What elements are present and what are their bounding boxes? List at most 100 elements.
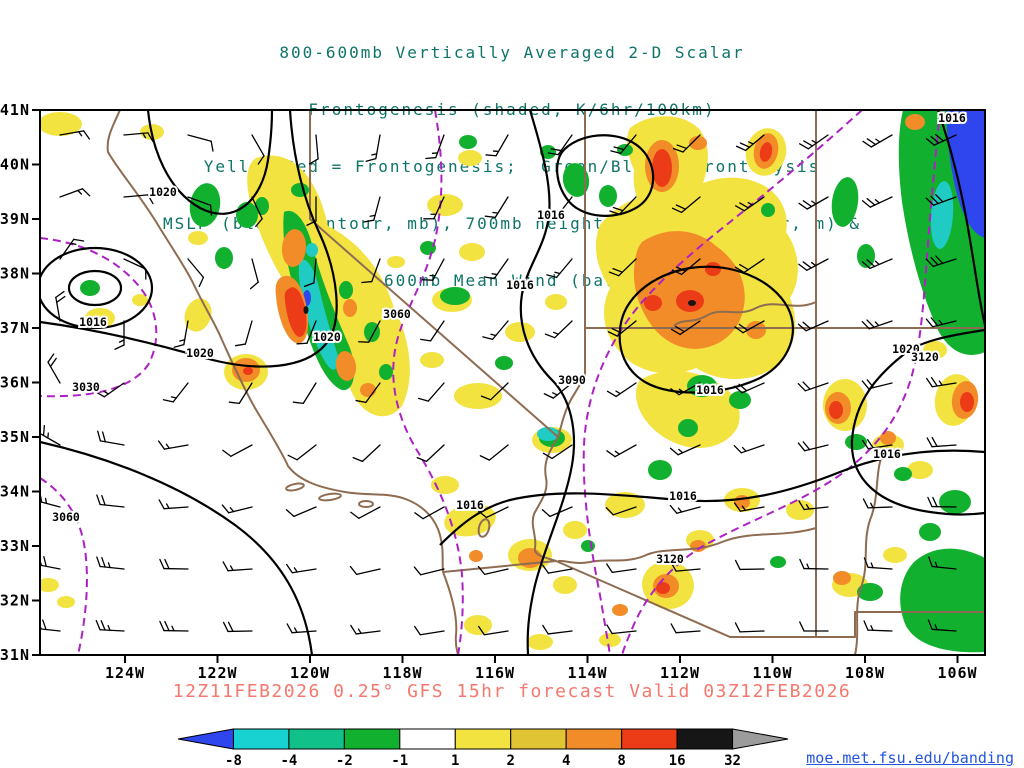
wind-barb-flag [549,209,561,213]
wind-barbs-layer [40,130,957,636]
colorbar-label: -1 [391,753,408,768]
wind-barb [551,444,573,460]
wind-barb-flag [866,439,874,449]
wind-barb [244,320,253,345]
wind-barb [867,566,893,570]
wind-barb [293,506,317,518]
wind-barb-flag [162,399,174,403]
wind-barb-flag [802,200,813,208]
wind-barb-flag [675,325,685,333]
wind-barb-flag [932,496,938,508]
wind-barb [238,382,253,405]
wind-barb-flag [926,377,933,388]
wind-barb [552,382,573,399]
wind-barb [932,258,957,268]
wind-barb-flag [96,556,101,568]
wind-barb-flag [158,499,165,510]
wind-barb-flag [605,507,614,516]
wind-barb-halfflag [171,625,175,632]
wind-barb-flag [930,135,940,144]
wind-barb [187,196,212,206]
wind-barb [488,444,509,461]
colorbar-label: 32 [724,753,741,768]
wind-barb [932,320,957,328]
wind-barb [931,444,957,448]
wind-barb [420,568,445,576]
wind-barb-flag [863,557,869,568]
wind-barb-flag [797,323,807,332]
wind-barb-flag [669,504,678,514]
wind-barb-flag [114,344,125,350]
wind-barb-halfflag [741,446,747,452]
wind-barb [678,382,701,396]
colorbar-segment [288,728,345,750]
lon-tick-label: 110W [752,664,792,682]
wind-barb-flag [55,290,65,299]
wind-barb-flag [198,276,205,288]
wind-barb-flag [734,622,741,633]
wind-barb-flag [802,321,812,330]
wind-barb-flag [862,439,869,450]
wind-barb-halfflag [165,443,170,449]
wind-barb-halfflag [293,567,298,573]
wind-barb-flag [612,268,623,273]
wind-barb-flag [355,399,367,404]
wind-barb [490,382,509,401]
wind-barb [494,196,509,219]
wind-barb [187,258,205,279]
wind-barb-halfflag [938,380,943,386]
wind-barb-flag [43,555,47,567]
wind-barb [616,320,637,337]
wind-barb [313,258,317,284]
axis-ticks-layer: 41N 40N 39N 38N 37N 36N 35N 34N 33N 32N 31N 124W 122… [0,101,977,682]
wind-barb-halfflag [870,562,874,569]
wind-barb-halfflag [229,507,235,513]
wind-barb [427,382,445,402]
wind-barb [554,320,573,339]
wind-barb [495,134,509,157]
wind-barb [740,444,765,454]
wind-barb-flag [541,564,550,574]
wind-barb [931,628,957,632]
wind-barb-halfflag [142,132,147,139]
wind-barb-flag [676,144,688,150]
lon-tick-label: 118W [382,664,422,682]
wind-barb-halfflag [874,260,880,266]
wind-barb-halfflag [490,333,497,337]
wind-barb-flag [222,449,232,457]
wind-barb-flag [47,353,55,363]
wind-barb [419,630,445,636]
wind-barb-flag [675,266,687,272]
wind-barb-flag [739,202,750,209]
wind-barb-flag [296,342,308,345]
wind-barb-flag [255,218,263,228]
wind-barb-flag [173,343,185,348]
wind-barb [676,506,701,514]
wind-barb [869,258,893,270]
wind-barb-flag [257,155,265,165]
wind-barb [549,506,573,518]
wind-barb-flag [734,326,744,334]
lon-tick-label: 112W [660,664,700,682]
wind-barb-flag [861,380,870,390]
site-link[interactable]: moe.met.fsu.edu/banding [806,749,1014,767]
wind-barb-halfflag [553,331,559,335]
wind-barb-flag [935,194,944,203]
wind-barb-halfflag [552,392,558,396]
wind-barb-flag [249,281,259,290]
wind-barb-flag [157,440,166,450]
wind-barb [103,382,125,398]
wind-barb [743,258,765,274]
lat-tick-label: 41N [0,101,30,119]
wind-barb-flag [733,385,743,394]
wind-barb-flag [735,205,745,212]
wind-barb-flag [478,625,485,636]
colorbar-segment [454,728,512,750]
wind-barb-flag [797,442,806,452]
wind-barb [739,630,765,633]
wind-barb-flag [484,215,496,219]
wind-barb-halfflag [103,390,110,395]
wind-barb-halfflag [107,624,111,631]
wind-barb-halfflag [229,565,234,571]
wind-barb [679,320,701,336]
